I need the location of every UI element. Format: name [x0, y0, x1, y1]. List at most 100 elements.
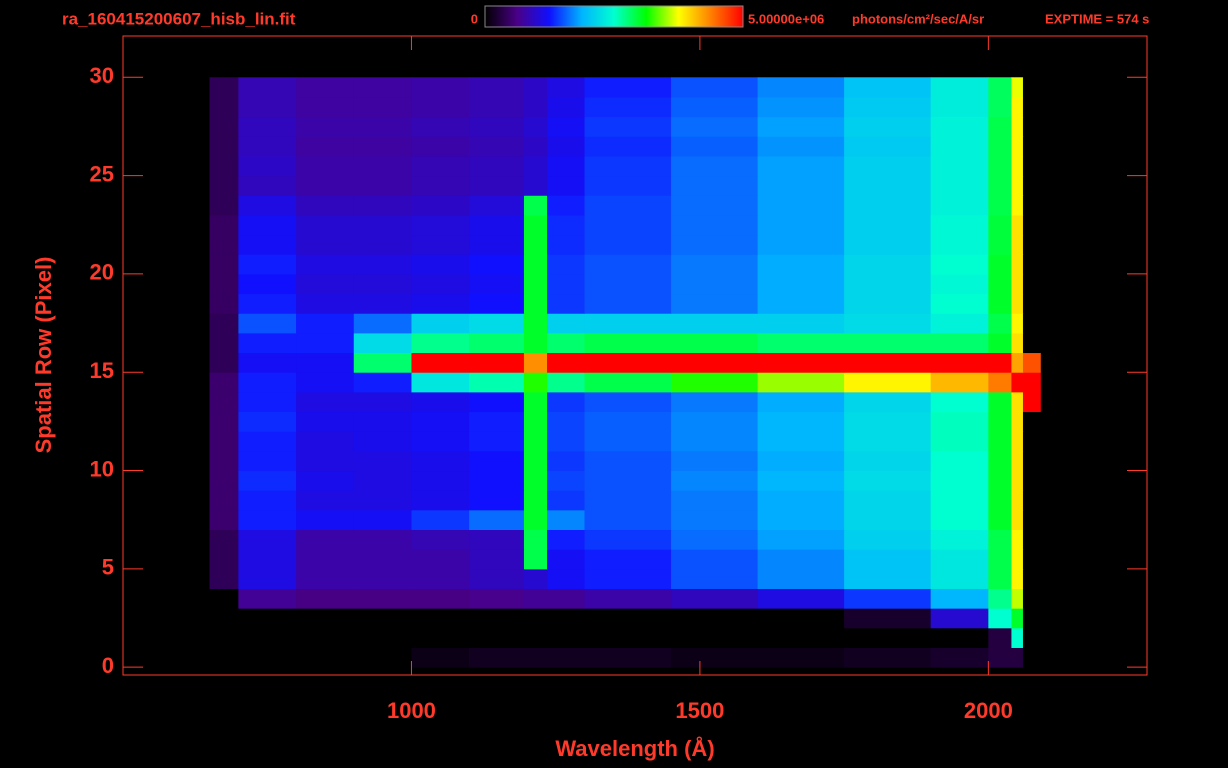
- heatmap-cell: [238, 568, 297, 589]
- heatmap-cell: [209, 588, 239, 609]
- heatmap-cell: [209, 352, 239, 373]
- heatmap-cell: [469, 332, 525, 354]
- x-tick-label: 2000: [964, 698, 1013, 723]
- heatmap-cell: [988, 588, 1012, 609]
- heatmap-cell: [584, 411, 672, 432]
- heatmap-cell: [1022, 568, 1041, 589]
- heatmap-cell: [584, 608, 672, 629]
- heatmap-cell: [584, 234, 672, 255]
- heatmap-cell: [469, 136, 525, 157]
- heatmap-cell: [238, 77, 297, 98]
- heatmap-cell: [238, 352, 297, 373]
- heatmap-cell: [1022, 509, 1041, 531]
- heatmap-cell: [469, 234, 525, 255]
- heatmap-cell: [238, 647, 297, 668]
- heatmap-cell: [584, 214, 672, 236]
- heatmap-cell: [844, 293, 932, 314]
- heatmap-cell: [930, 155, 989, 177]
- heatmap-cell: [1022, 234, 1041, 255]
- heatmap-cell: [353, 627, 412, 648]
- heatmap-cell: [238, 273, 297, 295]
- heatmap-cell: [930, 136, 989, 157]
- heatmap-cell: [209, 647, 239, 668]
- heatmap-cell: [411, 627, 470, 648]
- heatmap-cell: [411, 529, 470, 550]
- heatmap-cell: [296, 273, 355, 295]
- heatmap-cell: [988, 608, 1012, 629]
- heatmap-cell: [930, 431, 989, 452]
- heatmap-cell: [469, 627, 525, 648]
- heatmap-cell: [584, 77, 672, 98]
- heatmap-cell: [930, 372, 989, 393]
- heatmap-cell: [523, 293, 548, 314]
- heatmap-cell: [930, 234, 989, 255]
- heatmap-cell: [209, 450, 239, 472]
- heatmap-cell: [1022, 608, 1041, 629]
- heatmap-cell: [671, 116, 759, 137]
- y-tick-label: 5: [102, 555, 114, 580]
- heatmap-cell: [353, 214, 412, 236]
- heatmap-cell: [757, 195, 845, 216]
- heatmap-cell: [296, 116, 355, 137]
- heatmap-cell: [988, 155, 1012, 177]
- heatmap-cell: [757, 509, 845, 531]
- heatmap-cell: [296, 588, 355, 609]
- heatmap-cell: [523, 273, 548, 295]
- heatmap-cell: [844, 214, 932, 236]
- heatmap-cell: [353, 470, 412, 491]
- heatmap-cell: [296, 332, 355, 354]
- heatmap-cell: [584, 568, 672, 589]
- x-tick-label: 1500: [675, 698, 724, 723]
- heatmap-cell: [469, 254, 525, 275]
- y-tick-label: 20: [90, 260, 114, 285]
- heatmap-cell: [1011, 293, 1024, 314]
- heatmap-cell: [209, 254, 239, 275]
- heatmap-cell: [523, 175, 548, 196]
- heatmap-cell: [930, 273, 989, 295]
- heatmap-cell: [1022, 490, 1041, 511]
- heatmap-cell: [209, 490, 239, 511]
- heatmap-cell: [523, 509, 548, 531]
- heatmap-cell: [523, 490, 548, 511]
- heatmap-cell: [584, 450, 672, 472]
- heatmap-cell: [523, 608, 548, 629]
- heatmap-cell: [757, 450, 845, 472]
- heatmap-cell: [1022, 273, 1041, 295]
- heatmap-cell: [1022, 254, 1041, 275]
- heatmap-cell: [1011, 568, 1024, 589]
- heatmap-cell: [547, 293, 586, 314]
- heatmap-cell: [584, 588, 672, 609]
- heatmap-cell: [411, 293, 470, 314]
- heatmap-cell: [757, 549, 845, 570]
- heatmap-cell: [988, 509, 1012, 531]
- heatmap-cell: [1022, 529, 1041, 550]
- heatmap-cell: [411, 96, 470, 118]
- heatmap-cell: [844, 254, 932, 275]
- heatmap-cell: [469, 529, 525, 550]
- heatmap-cell: [469, 450, 525, 472]
- heatmap-cell: [1011, 509, 1024, 531]
- heatmap-cell: [469, 372, 525, 393]
- heatmap-cell: [296, 627, 355, 648]
- heatmap-cell: [1011, 608, 1024, 629]
- heatmap-cell: [757, 155, 845, 177]
- heatmap-cell: [469, 273, 525, 295]
- heatmap-cell: [353, 411, 412, 432]
- heatmap-cell: [844, 509, 932, 531]
- heatmap-cell: [930, 96, 989, 118]
- heatmap-cell: [757, 411, 845, 432]
- heatmap-cell: [757, 234, 845, 255]
- heatmap-cell: [547, 647, 586, 668]
- heatmap-cell: [671, 627, 759, 648]
- heatmap-cell: [523, 431, 548, 452]
- heatmap-cell: [353, 313, 412, 334]
- heatmap-cell: [353, 136, 412, 157]
- heatmap-cell: [930, 490, 989, 511]
- heatmap-cell: [1011, 391, 1024, 413]
- heatmap-cell: [584, 332, 672, 354]
- heatmap-cell: [584, 313, 672, 334]
- heatmap-cell: [469, 214, 525, 236]
- heatmap-cell: [584, 372, 672, 393]
- heatmap-cell: [238, 509, 297, 531]
- heatmap-cell: [353, 431, 412, 452]
